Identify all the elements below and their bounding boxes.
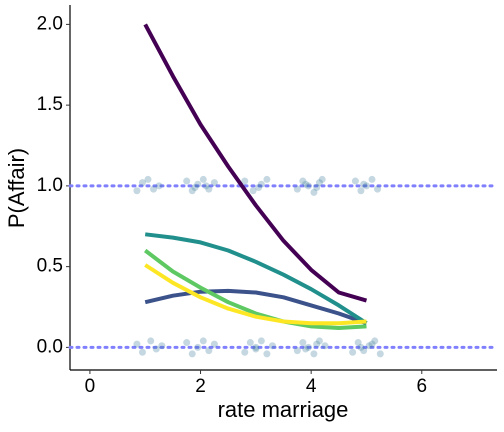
point — [374, 185, 382, 193]
point — [202, 182, 210, 190]
point — [263, 175, 271, 183]
point — [241, 177, 249, 185]
point — [360, 180, 368, 188]
point — [133, 340, 141, 348]
point — [246, 339, 254, 347]
y-tick-label: 2.0 — [37, 13, 63, 34]
point — [257, 337, 265, 345]
point — [315, 179, 323, 187]
point — [315, 337, 323, 345]
point — [155, 182, 163, 190]
line — [143, 23, 368, 303]
point — [365, 342, 373, 350]
line — [143, 248, 367, 330]
line — [144, 232, 368, 325]
point — [304, 343, 312, 351]
point — [263, 350, 271, 358]
x-axis-label: rate marriage — [218, 397, 349, 422]
point — [249, 187, 257, 195]
y-tick-label: 0.5 — [37, 256, 63, 277]
point — [150, 185, 158, 193]
point — [302, 180, 310, 188]
y-tick-label: 1.5 — [37, 94, 63, 115]
y-tick-label: 1.0 — [37, 175, 63, 196]
y-tick-label: 0.0 — [37, 336, 63, 357]
point — [357, 343, 365, 351]
point — [144, 175, 152, 183]
x-tick-label: 0 — [85, 376, 96, 397]
point — [188, 187, 196, 195]
point — [138, 179, 146, 187]
point — [205, 347, 213, 355]
point — [304, 182, 312, 190]
point — [255, 184, 263, 191]
point — [147, 337, 155, 345]
point — [252, 345, 260, 353]
point — [354, 339, 362, 347]
point — [349, 348, 357, 356]
point — [310, 188, 318, 196]
point — [191, 184, 199, 191]
point — [368, 175, 376, 183]
y-axis-label: P(Affair) — [4, 148, 29, 228]
point — [293, 347, 301, 355]
point — [368, 340, 376, 348]
point — [252, 343, 260, 351]
point — [133, 187, 141, 195]
x-tick-label: 4 — [306, 376, 317, 397]
point — [371, 337, 379, 345]
point — [257, 180, 265, 188]
point — [362, 182, 370, 190]
point — [158, 342, 166, 350]
point — [183, 339, 191, 347]
line — [144, 263, 367, 326]
point — [313, 184, 321, 191]
point — [152, 345, 160, 353]
point — [205, 185, 213, 193]
point — [241, 348, 249, 356]
point — [138, 348, 146, 356]
point — [194, 343, 202, 351]
x-tick-label: 6 — [416, 376, 427, 397]
point — [357, 187, 365, 195]
point — [299, 177, 307, 185]
point — [268, 342, 276, 350]
point — [351, 177, 359, 185]
point — [299, 339, 307, 347]
point — [318, 175, 326, 183]
point — [310, 350, 318, 358]
point — [321, 342, 329, 350]
point — [194, 180, 202, 188]
point — [293, 185, 301, 193]
point — [376, 350, 384, 358]
point — [210, 340, 218, 348]
point — [199, 337, 207, 345]
point — [302, 345, 310, 353]
point — [199, 175, 207, 183]
line — [144, 288, 368, 326]
point — [360, 347, 368, 355]
point — [210, 179, 218, 187]
x-tick-label: 2 — [195, 376, 206, 397]
point — [183, 177, 191, 185]
point — [313, 340, 321, 348]
point — [188, 350, 196, 358]
